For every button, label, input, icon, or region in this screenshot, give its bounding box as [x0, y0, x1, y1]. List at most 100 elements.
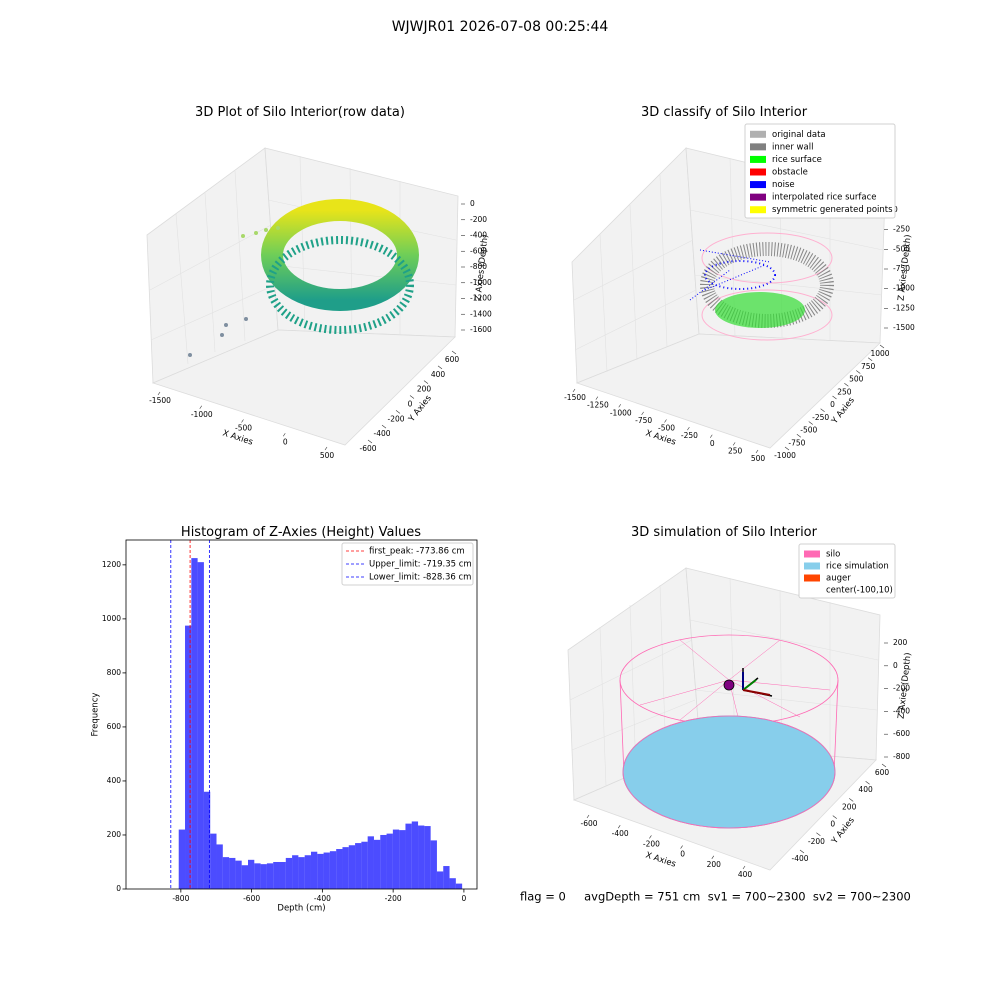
histogram-bar: [216, 844, 223, 889]
x-tick-label: 0: [710, 439, 715, 448]
histogram-bar: [436, 871, 444, 889]
histogram-bar: [310, 851, 318, 889]
y-tick: [844, 383, 849, 387]
histogram-bar: [373, 839, 381, 889]
z-tick-label: -1400: [470, 309, 492, 318]
y-tick-label: 200: [842, 802, 857, 811]
legend-swatch: [750, 155, 766, 163]
y-tick-label: -750: [788, 438, 805, 447]
y-axis-label: Frequency: [91, 693, 101, 737]
histogram-bar: [273, 861, 280, 889]
legend-swatch: [804, 550, 820, 558]
y-tick-label: -200: [808, 837, 825, 846]
x-tick: [283, 433, 286, 437]
y-tick-label: -250: [812, 413, 829, 422]
x-tick-label: -1250: [587, 401, 609, 410]
y-tick-label: 600: [875, 768, 890, 777]
histogram-bar: [392, 829, 400, 889]
y-tick-label: 400: [858, 785, 873, 794]
legend-label: first_peak: -773.86 cm: [369, 547, 465, 557]
x-tick: [664, 419, 667, 423]
histogram-bar: [336, 849, 343, 889]
histogram-bar: [323, 852, 330, 889]
y-tick-label: 1000: [870, 349, 889, 358]
z-tick-label: -800: [470, 262, 487, 271]
legend-label: rice surface: [772, 155, 822, 165]
z-tick-label: -400: [893, 706, 910, 715]
y-tick: [832, 395, 837, 400]
x-tick-label: -500: [235, 424, 252, 433]
y-tick-label: 250: [837, 387, 852, 396]
y-tick: [395, 410, 401, 414]
y-tick: [423, 380, 429, 384]
histogram-bar: [361, 841, 368, 889]
legend-label: original data: [772, 130, 826, 140]
y-tick-label: 600: [445, 355, 460, 364]
y-tick-label: -600: [359, 444, 376, 453]
x-tick-label: -1500: [564, 393, 586, 402]
x-tick-label: -500: [658, 424, 675, 433]
legend-swatch: [750, 143, 766, 151]
chart-title: Histogram of Z-Axies (Height) Values: [181, 525, 421, 540]
histogram-bar: [185, 625, 192, 889]
histogram-bar: [229, 857, 236, 889]
z-tick-label: -1000: [470, 278, 492, 287]
legend-label: Upper_limit: -719.35 cm: [369, 560, 472, 570]
y-tick: [437, 365, 443, 370]
silo-simulation: [619, 634, 839, 829]
histogram-bar: [418, 825, 425, 889]
histogram-bar: [342, 847, 349, 889]
legend-label: inner wall: [772, 142, 813, 152]
histogram-bar: [367, 836, 374, 889]
x-tick-label: 0: [462, 894, 467, 903]
histogram-bar: [304, 855, 311, 889]
x-tick: [687, 426, 690, 431]
x-tick: [711, 855, 715, 859]
z-tick-label: -600: [470, 246, 487, 255]
histogram-bar: [260, 864, 267, 889]
legend-swatch: [750, 181, 766, 189]
y-tick: [808, 421, 813, 425]
y-tick: [849, 798, 854, 802]
histogram-bar: [191, 558, 198, 889]
z-tick-label: -500: [893, 244, 910, 253]
chart-title: 3D classify of Silo Interior: [641, 105, 808, 120]
histogram-bar: [405, 823, 412, 889]
histogram-bar: [443, 866, 450, 889]
x-tick-label: 400: [738, 870, 753, 879]
legend-label: Lower_limit: -828.36 cm: [369, 573, 471, 583]
y-tick-label: 400: [431, 370, 446, 379]
x-tick: [755, 449, 759, 454]
x-tick-label: -400: [314, 894, 331, 903]
z-tick-label: -1250: [893, 303, 915, 312]
y-tick-label: 800: [107, 668, 122, 677]
histogram-bar: [424, 826, 431, 889]
y-tick: [451, 350, 457, 355]
y-tick-label: 1000: [102, 614, 121, 623]
x-tick: [586, 814, 590, 819]
x-tick-label: 500: [320, 451, 335, 460]
histogram-bar: [279, 861, 286, 889]
y-tick: [856, 370, 861, 374]
histogram-bar: [430, 840, 437, 889]
y-tick: [816, 832, 821, 837]
x-tick: [595, 396, 599, 400]
z-tick-label: -250: [893, 225, 910, 234]
y-tick-label: -200: [387, 414, 404, 423]
legend-swatch: [804, 562, 820, 570]
y-tick-label: 0: [408, 400, 413, 409]
y-tick-label: 0: [830, 820, 835, 829]
y-tick: [865, 780, 870, 785]
legend-swatch: [750, 206, 766, 214]
y-tick: [881, 763, 887, 768]
y-tick-label: 200: [417, 385, 432, 394]
histogram-bar: [411, 821, 419, 889]
y-tick-label: 0: [830, 400, 835, 409]
legend-label: interpolated rice surface: [772, 193, 877, 203]
histogram-bar: [455, 883, 463, 889]
z-tick-label: -600: [893, 729, 910, 738]
x-tick: [324, 446, 328, 451]
legend-label: symmetric generated points: [772, 205, 893, 215]
y-tick: [367, 439, 373, 444]
